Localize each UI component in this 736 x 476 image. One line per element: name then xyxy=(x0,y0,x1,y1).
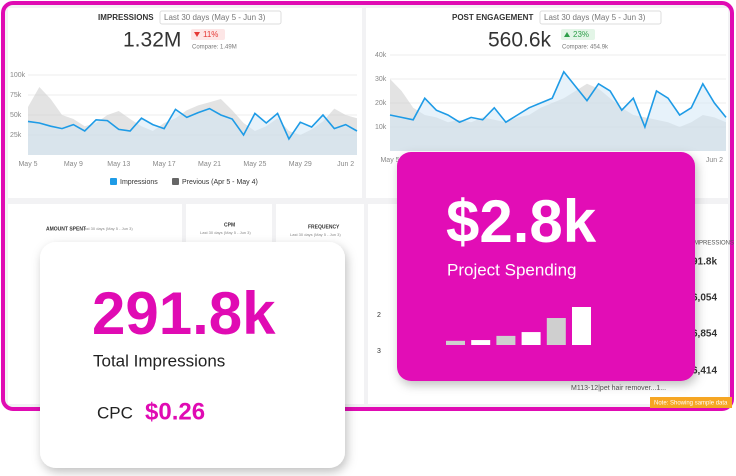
area xyxy=(390,71,726,151)
bar xyxy=(446,340,465,345)
table-cell: 6,054 xyxy=(692,293,717,304)
x-tick-label: May 13 xyxy=(107,161,130,168)
y-tick-label: 30k xyxy=(375,76,387,83)
period-dropdown[interactable] xyxy=(159,10,282,25)
row-number: 2 xyxy=(377,312,381,319)
y-tick-label: 25k xyxy=(10,132,22,139)
table-cell: 6,854 xyxy=(692,329,717,340)
metric-value: 1.32M xyxy=(123,29,181,52)
compare-text: Compare: 454.9k xyxy=(562,45,609,51)
note-text: Note: Showing sample data xyxy=(654,401,728,407)
x-tick-label: May 29 xyxy=(289,161,312,168)
legend-checkbox[interactable] xyxy=(172,178,179,185)
change-text: 23% xyxy=(573,30,589,39)
period-text: Last 30 days (May 5 - Jun 3) xyxy=(544,13,646,22)
x-tick-label: Jun 2 xyxy=(706,157,723,164)
card-label: Project Spending xyxy=(447,260,576,279)
tile-title: AMOUNT SPENT xyxy=(46,226,86,232)
row-number: 3 xyxy=(377,348,381,355)
change-text: 11% xyxy=(203,30,218,39)
table-cell: 6,414 xyxy=(692,366,717,377)
period-text: Last 30 days (May 5 - Jun 3) xyxy=(164,13,266,22)
impressions-card xyxy=(40,242,345,468)
compare-text: Compare: 1.49M xyxy=(192,45,237,51)
card-label: Total Impressions xyxy=(93,351,225,370)
x-tick-label: May 17 xyxy=(153,161,176,168)
period-dropdown[interactable] xyxy=(539,10,662,25)
y-tick-label: 100k xyxy=(10,72,26,79)
table-header: MPRESSIONS xyxy=(694,241,734,247)
tile-period: Last 30 days (May 5 - Jun 3) xyxy=(82,226,133,231)
widget-title: POST ENGAGEMENT xyxy=(452,13,533,22)
bar xyxy=(496,335,516,345)
widget-title: IMPRESSIONS xyxy=(98,13,154,22)
tile-title: CPM xyxy=(224,222,235,228)
line xyxy=(389,70,727,130)
metric-value: 560.6k xyxy=(488,29,552,52)
card-value: $2.8k xyxy=(446,188,597,255)
y-tick-label: 75k xyxy=(10,92,22,99)
y-tick-label: 50k xyxy=(10,112,22,119)
x-tick-label: May 9 xyxy=(64,161,83,168)
x-tick-label: May 5 xyxy=(18,161,37,168)
spending-card xyxy=(397,152,695,381)
x-tick-label: Jun 2 xyxy=(337,161,354,168)
bar xyxy=(572,307,591,345)
x-tick-label: May 21 xyxy=(198,161,221,168)
change-badge xyxy=(191,29,225,40)
metric-value: $0.26 xyxy=(145,398,205,425)
charts: 25k 50k 75k 100k May 5 May 9 May 13 May 17 May 2… xyxy=(10,52,727,168)
impressions-panel xyxy=(8,8,362,198)
metric-label: CPC xyxy=(97,403,133,422)
bar xyxy=(471,340,491,345)
product-name: M113-12|pet hair remover...1... xyxy=(571,385,666,392)
bar xyxy=(546,318,566,345)
note-badge xyxy=(650,397,732,408)
area xyxy=(28,108,357,155)
down-arrow xyxy=(194,32,200,37)
change-badge xyxy=(561,29,595,40)
table-cell: 91.8k xyxy=(692,257,717,268)
legend-label: Impressions xyxy=(120,179,158,186)
card-value: 291.8k xyxy=(92,280,276,347)
up-arrow xyxy=(564,32,570,37)
tile-period: Last 30 days (May 5 - Jun 3) xyxy=(290,232,341,237)
tile-period: Last 30 days (May 5 - Jun 3) xyxy=(200,230,251,235)
bar xyxy=(521,332,541,345)
x-tick-label: May 25 xyxy=(243,161,266,168)
legend-label: Previous (Apr 5 - May 4) xyxy=(182,179,258,186)
tile-title: FREQUENCY xyxy=(308,224,340,230)
legend-checkbox[interactable] xyxy=(110,178,117,185)
y-tick-label: 20k xyxy=(375,100,387,107)
y-tick-label: 10k xyxy=(375,124,387,131)
x-tick-label: May 5 xyxy=(380,157,399,164)
line xyxy=(27,107,358,141)
spending-bars xyxy=(446,307,591,345)
y-tick-label: 40k xyxy=(375,52,387,59)
